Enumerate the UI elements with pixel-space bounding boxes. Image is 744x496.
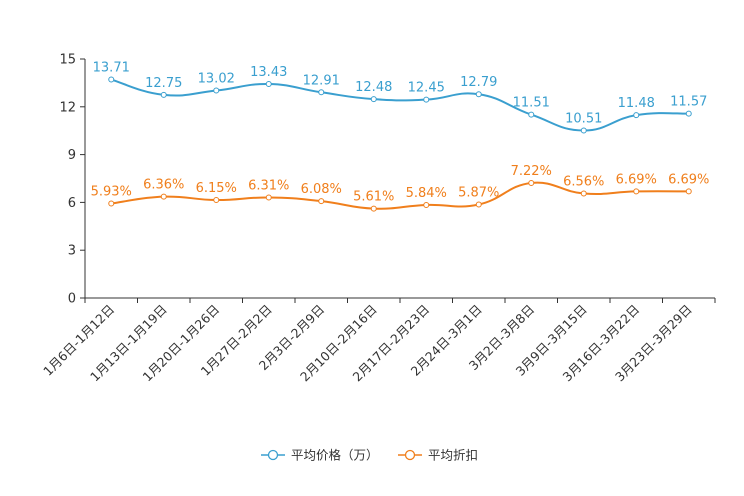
data-point[interactable] [423,96,430,103]
data-point[interactable] [318,89,325,96]
series-line [111,181,689,210]
data-point[interactable] [580,190,587,197]
y-tick-label: 9 [68,148,76,163]
data-point[interactable] [423,201,430,208]
data-point[interactable] [370,205,377,212]
data-point[interactable] [370,96,377,103]
data-point[interactable] [528,179,535,186]
data-point[interactable] [318,198,325,205]
data-label: 6.31% [248,178,289,193]
data-point[interactable] [685,110,692,117]
data-label: 5.93% [91,185,132,200]
y-tick-label: 3 [68,244,76,259]
series-1: 5.93% 6.36% 6.15% 6.31% 6.08% 5.61% 5.84% 5.87%… [91,164,709,212]
y-tick-label: 6 [68,196,76,211]
data-point[interactable] [528,111,535,118]
data-label: 6.56% [563,174,604,189]
data-label: 12.79 [460,75,497,90]
legend-marker-icon [267,449,279,461]
data-label: 5.87% [458,185,499,200]
series-line [110,78,689,132]
data-point[interactable] [160,91,167,98]
y-tick-label: 12 [59,100,76,115]
data-point[interactable] [685,188,692,195]
data-point[interactable] [580,127,587,134]
axes: 036912151月6日-1月12日1月13日-1月19日1月20日-1月26日… [40,53,716,384]
data-point[interactable] [213,87,220,94]
data-label: 13.43 [250,65,287,80]
y-tick-label: 0 [68,292,76,307]
legend-label: 平均价格（万） [291,448,379,463]
data-label: 10.51 [565,112,602,127]
data-point[interactable] [265,81,272,88]
data-point[interactable] [213,197,220,204]
data-point[interactable] [108,200,115,207]
data-label: 11.48 [618,96,655,111]
legend-item-1[interactable]: 平均折扣 [398,448,478,463]
data-label: 5.84% [406,186,447,201]
data-label: 6.08% [301,182,342,197]
data-point[interactable] [633,188,640,195]
data-label: 6.36% [143,178,184,193]
data-label: 6.15% [196,181,237,196]
legend-item-0[interactable]: 平均价格（万） [261,448,379,463]
data-label: 11.51 [513,96,550,111]
data-label: 11.57 [670,95,707,110]
data-label: 6.69% [668,172,709,187]
series-0: 13.71 12.75 13.02 13.43 12.91 12.48 12.45 12.79… [93,61,707,134]
data-label: 12.48 [355,80,392,95]
data-label: 6.69% [616,172,657,187]
legend-label: 平均折扣 [428,448,478,463]
legend: 平均价格（万） 平均折扣 [261,448,478,463]
legend-marker-icon [404,449,416,461]
data-label: 12.91 [303,73,340,88]
data-point[interactable] [475,91,482,98]
data-point[interactable] [633,112,640,119]
data-point[interactable] [160,193,167,200]
data-point[interactable] [475,201,482,208]
data-label: 7.22% [511,164,552,179]
data-point[interactable] [108,76,115,83]
data-label: 5.61% [353,190,394,205]
series-layer: 13.71 12.75 13.02 13.43 12.91 12.48 12.45 12.79… [91,61,709,212]
data-label: 12.75 [145,76,182,91]
data-label: 13.71 [93,61,130,76]
data-point[interactable] [265,194,272,201]
data-label: 12.45 [408,81,445,96]
y-tick-label: 15 [59,53,76,68]
data-label: 13.02 [198,72,235,87]
